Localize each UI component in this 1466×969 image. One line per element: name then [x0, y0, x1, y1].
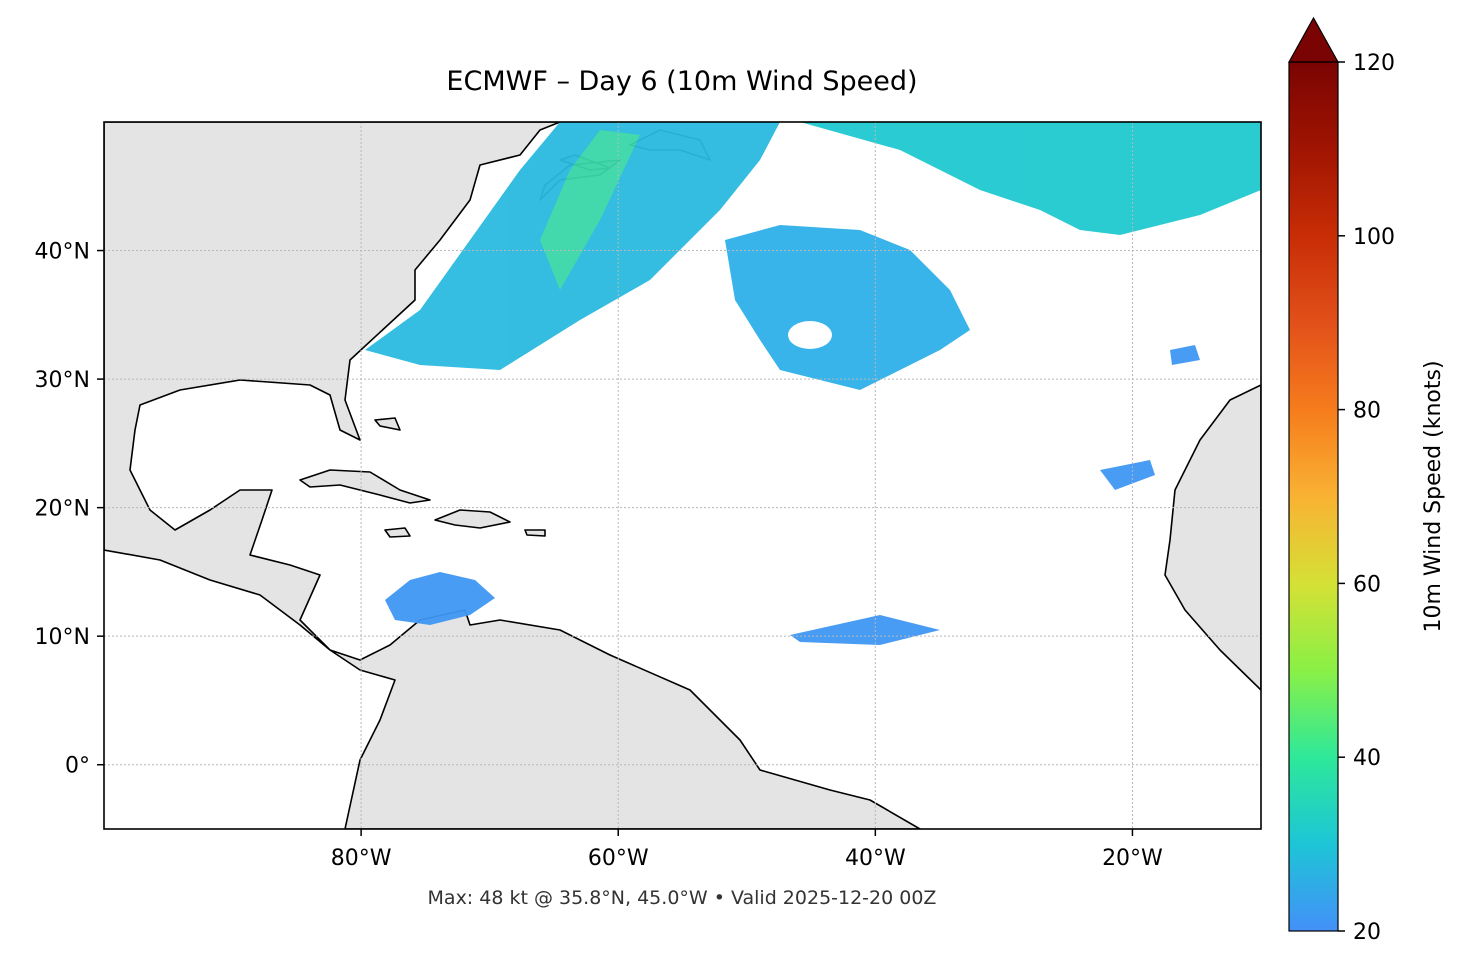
islands [374, 417, 546, 538]
africa [1164, 384, 1261, 691]
map-area [104, 122, 1261, 829]
y-tick-label: 10°N [35, 625, 90, 650]
colorbar: 20 40 60 80 100 120 10m Wind Speed (knots) [1287, 16, 1446, 945]
y-tick-label: 30°N [35, 368, 90, 393]
cuba [299, 469, 431, 504]
y-tick-label: 40°N [35, 240, 90, 265]
colorbar-tick-label: 60 [1353, 572, 1381, 597]
y-tick-label: 20°N [35, 497, 90, 522]
colorbar-tick-label: 120 [1353, 51, 1395, 76]
wind-field [365, 122, 1261, 645]
colorbar-gradient [1289, 62, 1338, 931]
colorbar-label: 10m Wind Speed (knots) [1421, 360, 1446, 632]
x-tick-label: 20°W [1102, 846, 1163, 871]
x-tick-label: 60°W [588, 846, 649, 871]
x-tick-label: 80°W [331, 846, 392, 871]
colorbar-frame [1288, 61, 1339, 932]
colorbar-tick-label: 100 [1353, 225, 1395, 250]
gridlines [104, 122, 1261, 829]
colorbar-tick-label: 20 [1353, 920, 1381, 945]
map-title: ECMWF – Day 6 (10m Wind Speed) [446, 66, 917, 97]
x-tick-label: 40°W [845, 846, 906, 871]
y-tick-label: 0° [65, 754, 90, 779]
footnote: Max: 48 kt @ 35.8°N, 45.0°W • Valid 2025… [428, 887, 937, 909]
americas [104, 122, 921, 829]
colorbar-tick-label: 40 [1353, 746, 1381, 771]
colorbar-tick-label: 80 [1353, 399, 1381, 424]
colorbar-extend [1287, 16, 1340, 63]
hispaniola [434, 509, 511, 529]
axes: 80°W 60°W 40°W 20°W 0° 10°N 20°N 30°N 40°N [35, 240, 1164, 871]
map-frame [103, 121, 1262, 830]
